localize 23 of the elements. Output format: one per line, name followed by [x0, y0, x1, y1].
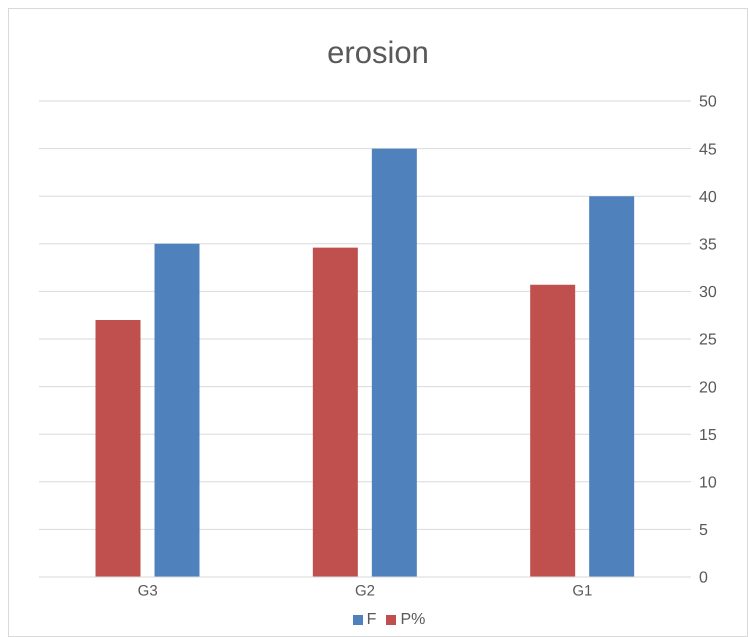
legend-label: F [366, 611, 376, 629]
x-tick-label: G2 [354, 582, 376, 600]
bar [530, 284, 576, 577]
y-tick-label: 5 [699, 522, 708, 540]
y-tick-label: 35 [699, 236, 717, 254]
y-tick-label: 20 [699, 379, 717, 396]
chart-title: erosion [326, 34, 430, 72]
legend-label: P% [399, 611, 426, 629]
y-tick-label: 30 [699, 284, 717, 302]
y-tick-label: 15 [699, 426, 717, 444]
bar [312, 248, 358, 577]
y-tick-label: 50 [699, 94, 717, 111]
x-tick-label: G1 [572, 582, 592, 600]
y-tick-label: 45 [699, 141, 717, 158]
bar [372, 148, 417, 577]
bar [589, 196, 634, 577]
y-tick-label: 0 [699, 570, 708, 587]
bar [154, 244, 200, 577]
y-tick-label: 10 [699, 474, 717, 492]
y-tick-label: 25 [699, 332, 717, 349]
bar [96, 320, 141, 577]
x-tick-label: G3 [138, 582, 158, 600]
y-tick-label: 40 [699, 188, 717, 206]
